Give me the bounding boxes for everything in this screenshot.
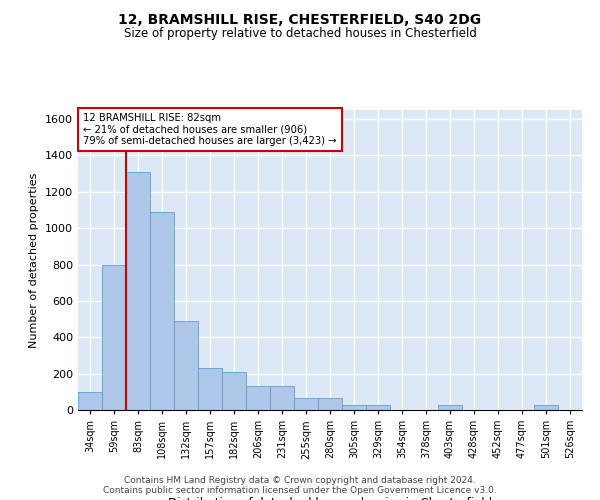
Bar (342, 404, 366, 410)
Text: Size of property relative to detached houses in Chesterfield: Size of property relative to detached ho… (124, 28, 476, 40)
Bar (150, 212, 174, 410)
Bar (174, 321, 198, 410)
Text: 12 BRAMSHILL RISE: 82sqm
← 21% of detached houses are smaller (906)
79% of semi-: 12 BRAMSHILL RISE: 82sqm ← 21% of detach… (83, 113, 337, 146)
Bar (222, 372, 246, 410)
Y-axis label: Number of detached properties: Number of detached properties (29, 172, 40, 348)
Bar (102, 264, 126, 410)
Bar (294, 398, 318, 410)
Bar (246, 386, 270, 410)
X-axis label: Distribution of detached houses by size in Chesterfield: Distribution of detached houses by size … (168, 498, 492, 500)
Text: 12, BRAMSHILL RISE, CHESTERFIELD, S40 2DG: 12, BRAMSHILL RISE, CHESTERFIELD, S40 2D… (118, 12, 482, 26)
Bar (366, 404, 390, 410)
Bar (78, 392, 102, 410)
Bar (126, 172, 150, 410)
Bar (198, 368, 222, 410)
Text: Contains HM Land Registry data © Crown copyright and database right 2024.
Contai: Contains HM Land Registry data © Crown c… (103, 476, 497, 495)
Bar (270, 386, 294, 410)
Bar (438, 404, 462, 410)
Bar (318, 398, 342, 410)
Bar (534, 404, 558, 410)
